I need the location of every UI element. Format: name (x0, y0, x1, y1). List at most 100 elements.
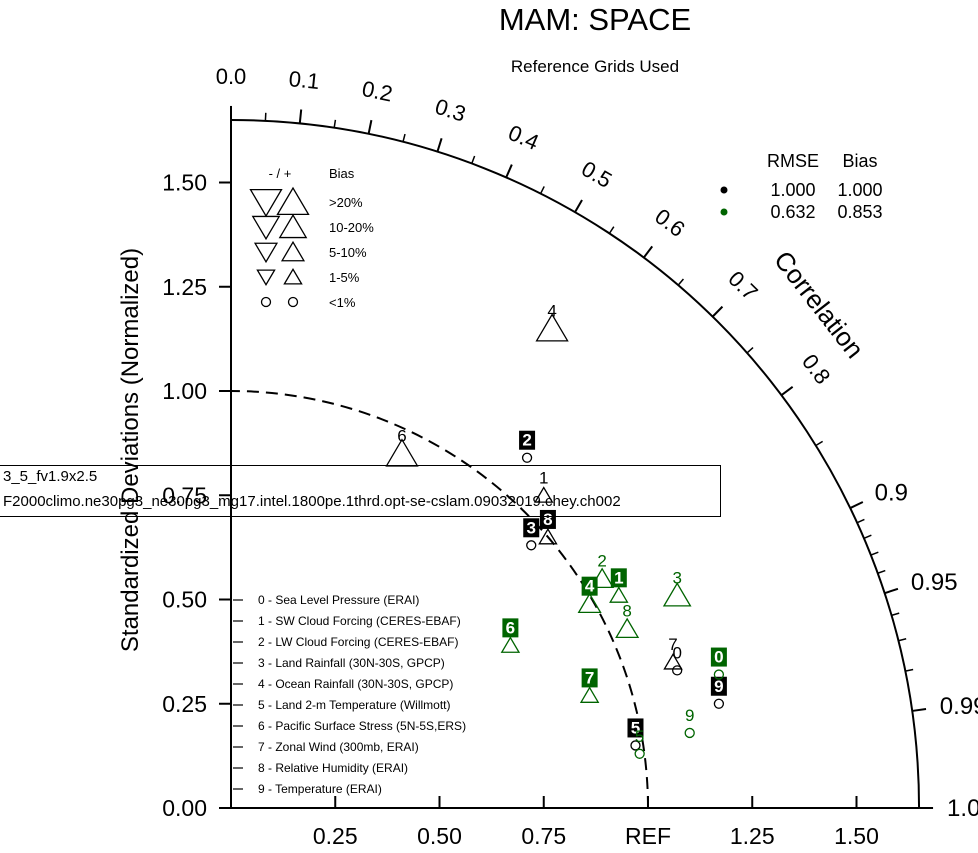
bias-legend-label: 10-20% (329, 220, 374, 235)
data-point-marker (713, 669, 725, 680)
y-tick-label: 0.00 (162, 795, 207, 821)
variable-legend: 0 - Sea Level Pressure (ERAI) 1 - SW Clou… (233, 593, 466, 796)
data-point-label: 4 (547, 301, 556, 320)
x-tick-label: 0.25 (313, 823, 358, 849)
bias-legend-down-marker (251, 215, 281, 241)
corr-tick-label: 0.2 (360, 76, 395, 107)
corr-minor-tick (539, 186, 545, 194)
corr-tick (849, 501, 864, 509)
data-point-marker (684, 727, 695, 739)
bias-legend-sign-header: - / + (269, 166, 292, 181)
case-names-box: 3_5_fv1.9x2.5 F2000climo.ne30pg3_ne30pg3… (0, 465, 721, 517)
data-point-label-box (710, 647, 727, 667)
data-point-marker (615, 617, 640, 639)
data-point-label: 8 (622, 602, 631, 621)
data-point-marker (579, 686, 600, 703)
corr-minor-tick (471, 155, 476, 164)
data-point-label-box (539, 509, 556, 529)
data-point-marker (538, 527, 558, 545)
corr-tick (912, 707, 927, 712)
rmse-legend-dot (720, 186, 728, 194)
data-point-label-box (519, 430, 536, 450)
data-point-label: 0 (672, 643, 681, 662)
data-point-label: 3 (527, 518, 536, 537)
x-tick-label: 0.75 (521, 823, 566, 849)
corr-tick (436, 137, 443, 152)
corr-tick (367, 119, 373, 135)
y-axis-label: Standardized Deviations (Normalized) (117, 248, 144, 652)
rmse-legend-dot (720, 208, 728, 216)
corr-tick-label: 1.0 (947, 795, 978, 822)
corr-tick (643, 245, 654, 259)
bias-legend-down-marker (249, 188, 283, 218)
data-point-marker (662, 582, 692, 607)
corr-minor-tick (677, 278, 685, 286)
corr-tick-label: 0.3 (432, 94, 469, 127)
reference-arc (230, 390, 649, 809)
corr-tick-label: 0.9 (875, 479, 908, 506)
y-tick-label: 1.00 (162, 378, 207, 404)
variable-legend-item: 8 - Relative Humidity (ERAI) (258, 761, 408, 775)
corr-tick (780, 385, 794, 396)
bias-legend-label: 5-10% (329, 245, 367, 260)
rmse-legend-bias-value: 1.000 (837, 180, 882, 200)
data-point-label: 6 (506, 618, 515, 637)
variable-legend-item: 4 - Ocean Rainfall (30N-30S, GPCP) (258, 677, 453, 691)
x-tick-label: REF (625, 823, 671, 849)
case-name-1: 3_5_fv1.9x2.5 (3, 468, 98, 485)
variable-legend-item: 1 - SW Cloud Forcing (CERES-EBAF) (258, 614, 461, 628)
corr-tick-label: 0.5 (577, 156, 616, 193)
corr-minor-tick (905, 668, 914, 672)
data-point-marker (535, 313, 569, 342)
y-tick-label: 0.50 (162, 587, 207, 613)
data-point-marker (500, 636, 521, 653)
corr-tick-label: 0.95 (911, 569, 958, 596)
data-point-label: 5 (631, 718, 640, 737)
corr-tick-label: 0.1 (288, 66, 321, 94)
data-point-label-box (581, 668, 598, 688)
corr-tick (298, 109, 303, 124)
y-tick-label: 1.25 (162, 274, 207, 300)
variable-legend-item: 5 - Land 2-m Temperature (Willmott) (258, 698, 451, 712)
data-point-label-box (581, 576, 598, 596)
data-point-marker (672, 665, 683, 676)
corr-minor-tick (891, 612, 900, 617)
bias-legend-label: >20% (329, 195, 363, 210)
data-point-label: 7 (585, 668, 594, 687)
rmse-legend-header: RMSE (767, 151, 819, 171)
data-point-marker (577, 592, 602, 614)
variable-legend-item: 3 - Land Rainfall (30N-30S, GPCP) (258, 656, 445, 670)
corr-minor-tick (898, 638, 907, 642)
corr-minor-tick (856, 518, 865, 524)
data-point-label: 4 (585, 577, 595, 596)
correlation-label: Correlation (768, 245, 870, 364)
rmse-legend-bias-header: Bias (842, 151, 877, 171)
corr-minor-tick (608, 226, 615, 234)
variable-legend-item: 6 - Pacific Surface Stress (5N-5S,ERS) (258, 719, 466, 733)
x-tick-label: 1.50 (834, 823, 879, 849)
bias-legend-up-marker (283, 267, 303, 285)
data-point-label: 9 (685, 706, 694, 725)
bias-legend-bias-header: Bias (329, 166, 355, 181)
bias-legend-up-marker (280, 240, 306, 262)
data-point-label: 6 (397, 427, 406, 446)
corr-tick (884, 587, 899, 595)
data-point-label: 2 (597, 552, 606, 571)
bias-legend-down-marker (256, 269, 276, 287)
data-point-marker (634, 748, 645, 759)
variable-legend-item: 0 - Sea Level Pressure (ERAI) (258, 593, 419, 607)
data-point-marker (630, 740, 641, 751)
data-point-label-box (627, 718, 644, 738)
data-point-label: 3 (672, 568, 681, 587)
rmse-legend-value: 0.632 (770, 202, 815, 222)
data-point-label-box (710, 676, 727, 696)
corr-tick (505, 164, 513, 178)
data-point-label: 5 (635, 727, 644, 746)
chart-subtitle: Reference Grids Used (511, 57, 679, 76)
data-point-label-box (523, 518, 540, 538)
data-point-label: 8 (543, 510, 552, 529)
bias-legend: - / + Bias >20% 10-20% 5-10% 1-5% <1% (249, 166, 374, 310)
variable-legend-item: 7 - Zonal Wind (300mb, ERAI) (258, 740, 419, 754)
